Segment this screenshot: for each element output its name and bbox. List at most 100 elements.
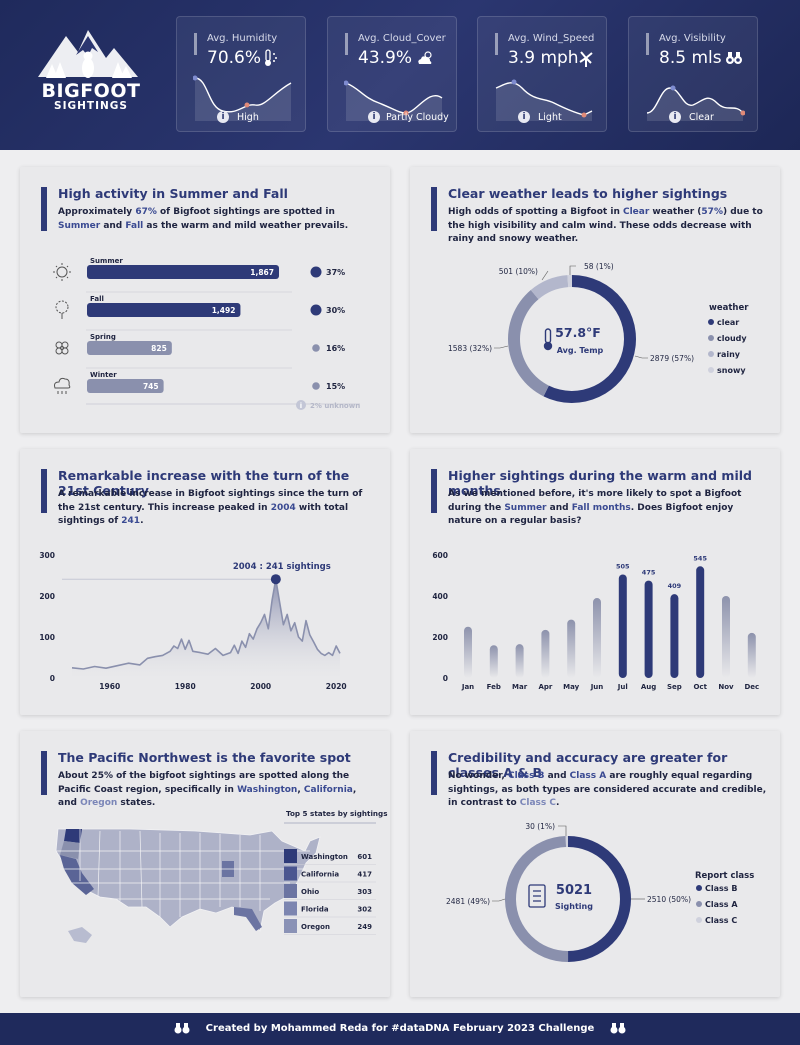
season-percent-dot [312,382,320,390]
table-state-value: 601 [357,853,372,861]
donut-slice-label: 2481 (49%) [446,897,490,906]
y-tick-label: 0 [50,674,55,683]
donut-slice [568,836,632,962]
x-tick-label: May [563,683,579,691]
year-line-chart: 0 100 200 300 1960 1980 2000 2020 2004 : 241 sig… [39,551,346,691]
season-value-label: 745 [143,382,159,391]
kpi-title: Avg. Cloud_Cover [358,33,446,44]
donut-slice-label: 30 (1%) [525,822,555,831]
month-bar [644,580,653,678]
card-title: Credibility and accuracy are greater for… [448,750,728,780]
flower-icon [55,341,69,355]
kpi-value: 70.6% [207,48,262,68]
table-state-name: Ohio [301,888,319,896]
kpi-value: 3.9 mph [508,48,579,68]
classes-card: Credibility and accuracy are greater for… [410,731,780,997]
donut-slice [567,275,572,288]
y-tick-label: 200 [39,592,55,601]
donut-leader-line [634,355,648,359]
kpi-card-visibility: Avg. Visibility 8.5 mls i Clear [628,16,758,132]
donut-slice-label: 1583 (32%) [448,344,492,353]
season-category-label: Summer [90,257,123,265]
month-value-label: 475 [642,569,656,577]
kpi-card-wind-speed: Avg. Wind_Speed 3.9 mph i Light [477,16,607,132]
kpi-label: Partly Cloudy [386,112,449,123]
table-swatch [284,849,297,863]
season-bar [87,265,279,279]
month-bar [515,644,524,678]
footer: Created by Mohammed Reda for #dataDNA Fe… [0,1013,800,1045]
month-bar [696,566,705,678]
info-icon-glyph: i [300,402,302,410]
info-icon: i [518,111,530,123]
kpi-label: Clear [689,112,714,123]
tree-icon [55,300,69,319]
year-line [71,578,341,670]
x-tick-label: Aug [641,683,656,691]
x-tick-label: Jun [590,683,604,691]
card-description: A remarkable increase in Bigfoot sightin… [58,489,363,526]
sun-icon [53,263,71,281]
info-icon [296,400,306,410]
binoculars-icon [174,1023,190,1034]
season-category-label: Fall [90,295,104,303]
map-alaska [68,927,92,943]
logo-text: BIGFOOT SIGHTINGS [36,80,146,112]
years-card: Remarkable increase with the turn of the… [20,449,390,715]
donut-slice-label: 2510 (50%) [647,895,691,904]
kpi-label: Light [538,112,562,123]
legend-title: weather [709,303,749,313]
card-title: Remarkable increase with the turn of the… [58,468,350,498]
month-bar [722,596,730,678]
month-bar [541,629,550,678]
y-tick-label: 100 [39,633,55,642]
season-category-label: Spring [90,333,116,341]
x-tick-label: Mar [512,683,528,691]
legend-item: Class A [705,900,738,909]
snow-cloud-icon [54,377,71,394]
binoculars-icon [610,1023,626,1034]
donut-slice [508,290,549,397]
month-bar [618,574,627,678]
legend-swatch [708,319,714,325]
legend-swatch [708,351,714,357]
donut-leader-line [494,345,509,349]
x-tick-label: Jan [461,683,474,691]
card-description: No wonder, Class B and Class A are rough… [448,771,767,808]
legend-item: Class C [705,916,737,925]
card-description: As we mentioned before, it's more likely… [448,489,742,526]
logo-subtitle: SIGHTINGS [54,100,128,112]
thermometer-icon [543,328,553,351]
card-title: Higher sightings during the warm and mil… [448,468,752,498]
legend-swatch [708,367,714,373]
peak-annotation: 2004 : 241 sightings [233,562,331,572]
legend-item: rainy [717,350,741,359]
donut-center-label: Avg. Temp [557,346,604,355]
card-description: About 25% of the bigfoot sightings are s… [58,771,357,808]
donut-leader-line [569,265,576,275]
month-bar [464,626,472,678]
map-california [60,855,94,895]
legend-item: clear [717,318,739,327]
humidity-sparkline [193,75,292,121]
month-bar [489,645,498,678]
class-donut-chart: 5021 Sighting Report class 2510 (50%) 248… [446,822,754,962]
usa-map [55,828,321,943]
x-tick-label: Feb [487,683,501,691]
table-swatch [284,901,297,916]
windmill-icon [579,51,593,67]
map-oregon [60,841,80,859]
legend-swatch [708,335,714,341]
peak-marker [270,574,281,585]
map-florida [234,907,262,931]
weather-card: Clear weather leads to higher sightings … [410,167,780,433]
season-category-label: Winter [90,371,117,379]
legend-title: Report class [695,871,754,881]
month-bar [670,594,679,678]
legend-item: cloudy [717,334,747,343]
table-state-value: 417 [357,871,372,879]
card-title: High activity in Summer and Fall [58,186,288,201]
season-percent-dot [312,344,320,352]
header-banner: BIGFOOT SIGHTINGS Avg. Humidity 70.6% i … [0,0,800,150]
table-swatch [284,884,297,898]
